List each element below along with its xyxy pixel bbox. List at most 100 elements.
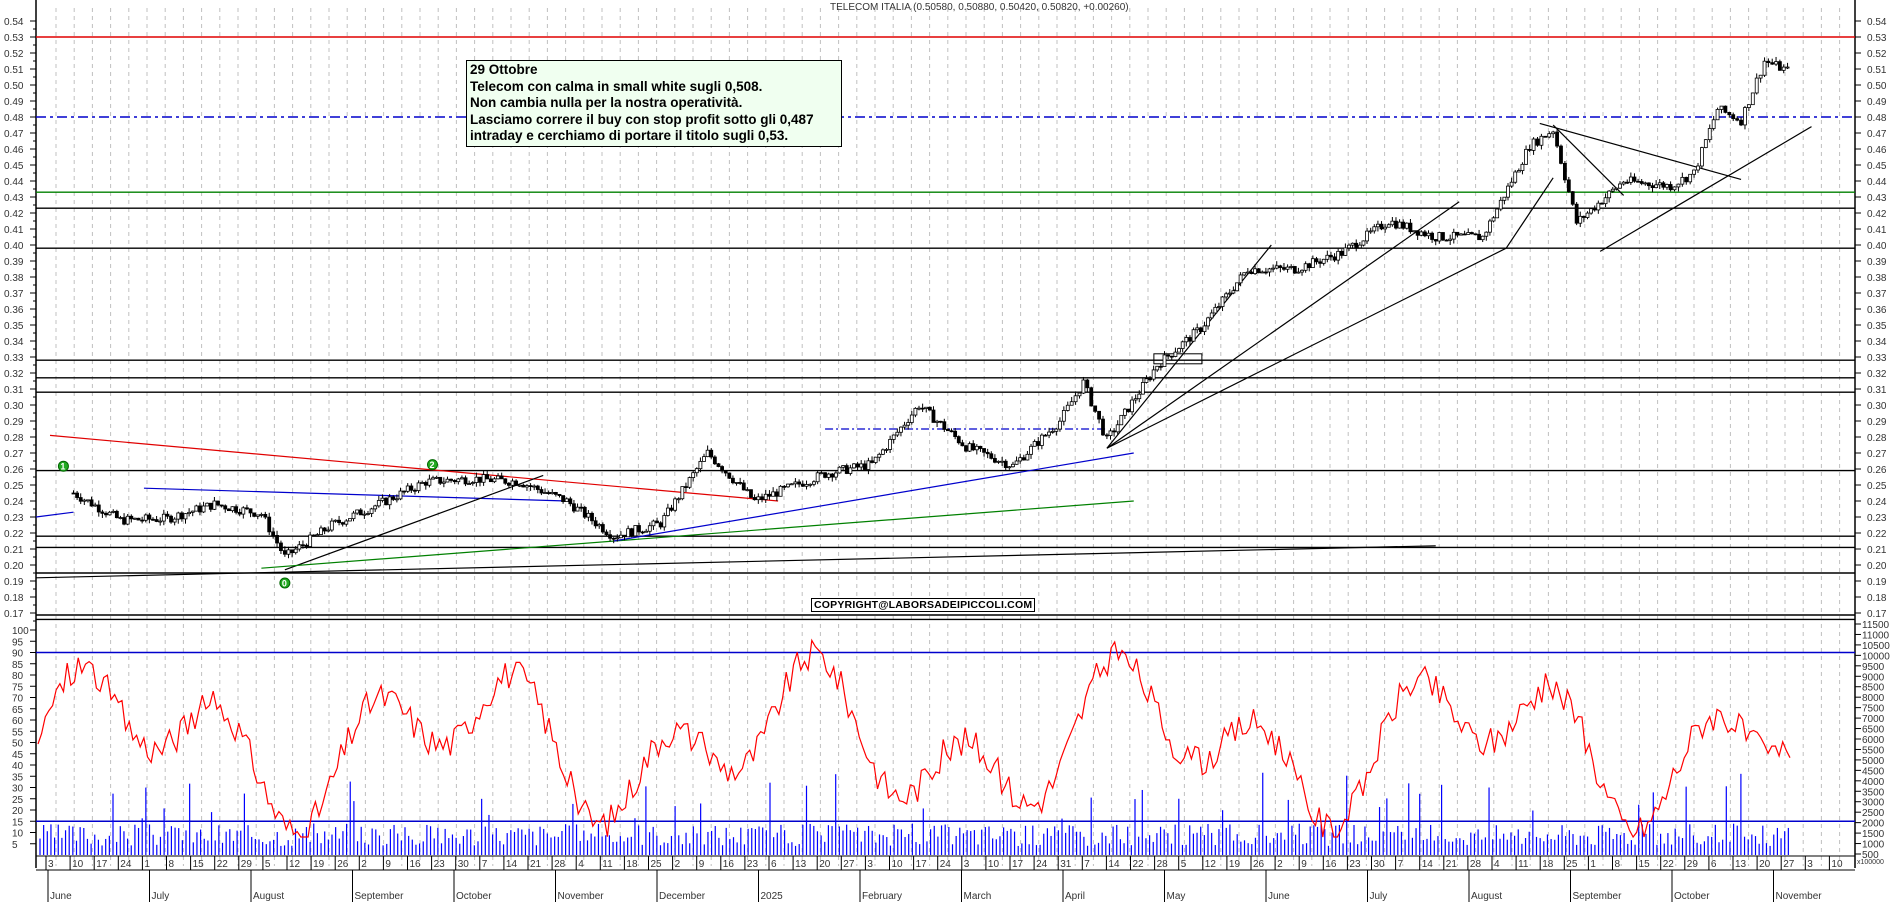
svg-text:2: 2 <box>361 859 367 870</box>
svg-text:x100000: x100000 <box>1857 859 1884 866</box>
svg-text:0.26: 0.26 <box>4 465 24 476</box>
svg-text:0.44: 0.44 <box>4 177 24 188</box>
svg-text:0.23: 0.23 <box>1867 513 1887 524</box>
svg-text:24: 24 <box>1036 859 1048 870</box>
svg-text:0.17: 0.17 <box>1867 609 1887 620</box>
svg-text:27: 27 <box>843 859 855 870</box>
svg-text:0.34: 0.34 <box>1867 337 1887 348</box>
svg-text:10: 10 <box>12 829 24 840</box>
svg-text:28: 28 <box>554 859 566 870</box>
svg-text:16: 16 <box>1325 859 1337 870</box>
svg-text:0.29: 0.29 <box>4 417 24 428</box>
svg-text:0.24: 0.24 <box>4 497 24 508</box>
svg-text:0.21: 0.21 <box>1867 545 1887 556</box>
svg-text:25: 25 <box>12 795 24 806</box>
svg-text:0.36: 0.36 <box>1867 305 1887 316</box>
svg-text:9: 9 <box>385 859 391 870</box>
svg-text:0.45: 0.45 <box>1867 161 1887 172</box>
svg-text:5: 5 <box>1181 859 1187 870</box>
svg-text:30: 30 <box>1374 859 1386 870</box>
svg-text:100: 100 <box>12 626 29 637</box>
svg-text:0.30: 0.30 <box>1867 401 1887 412</box>
svg-text:13: 13 <box>1735 859 1747 870</box>
svg-text:3500: 3500 <box>1862 787 1885 798</box>
svg-text:0.49: 0.49 <box>1867 97 1887 108</box>
svg-text:August: August <box>1471 891 1502 902</box>
svg-text:11000: 11000 <box>1862 630 1890 641</box>
svg-text:75: 75 <box>12 682 24 693</box>
svg-text:70: 70 <box>12 694 24 705</box>
svg-text:23: 23 <box>1349 859 1361 870</box>
svg-text:2: 2 <box>675 859 681 870</box>
svg-text:21: 21 <box>1446 859 1458 870</box>
svg-text:0.43: 0.43 <box>4 193 24 204</box>
svg-text:24: 24 <box>120 859 132 870</box>
svg-text:0.40: 0.40 <box>4 241 24 252</box>
svg-text:0.46: 0.46 <box>1867 145 1887 156</box>
svg-text:October: October <box>456 891 492 902</box>
annotation-line: 29 Ottobre <box>470 62 538 77</box>
svg-text:0.27: 0.27 <box>4 449 24 460</box>
svg-text:0.23: 0.23 <box>4 513 24 524</box>
svg-text:0.27: 0.27 <box>1867 449 1887 460</box>
svg-text:10: 10 <box>892 859 904 870</box>
svg-text:May: May <box>1167 891 1186 902</box>
svg-text:December: December <box>659 891 706 902</box>
svg-text:July: July <box>1370 891 1388 902</box>
svg-text:27: 27 <box>1783 859 1795 870</box>
svg-text:0.19: 0.19 <box>1867 577 1887 588</box>
svg-text:6000: 6000 <box>1862 735 1885 746</box>
svg-text:0.28: 0.28 <box>1867 433 1887 444</box>
svg-text:0.49: 0.49 <box>4 97 24 108</box>
svg-text:0.38: 0.38 <box>4 273 24 284</box>
svg-text:6: 6 <box>771 859 777 870</box>
copyright-label: COPYRIGHT@LABORSADEIPICCOLI.COM <box>811 598 1036 612</box>
svg-text:2: 2 <box>430 460 435 470</box>
svg-text:80: 80 <box>12 671 24 682</box>
svg-text:0: 0 <box>282 579 287 589</box>
svg-text:October: October <box>1674 891 1710 902</box>
svg-text:4500: 4500 <box>1862 766 1885 777</box>
svg-text:0.18: 0.18 <box>1867 593 1887 604</box>
svg-text:June: June <box>50 891 72 902</box>
svg-text:7: 7 <box>482 859 488 870</box>
svg-text:8000: 8000 <box>1862 693 1885 704</box>
svg-text:29: 29 <box>1687 859 1699 870</box>
svg-text:1: 1 <box>60 462 65 472</box>
svg-text:4: 4 <box>578 859 584 870</box>
svg-text:22: 22 <box>1133 859 1145 870</box>
svg-text:0.37: 0.37 <box>1867 289 1887 300</box>
svg-text:20: 20 <box>12 806 24 817</box>
svg-text:0.40: 0.40 <box>1867 241 1887 252</box>
svg-text:26: 26 <box>337 859 349 870</box>
svg-text:0.26: 0.26 <box>1867 465 1887 476</box>
svg-text:3: 3 <box>1807 859 1813 870</box>
svg-text:50: 50 <box>12 739 24 750</box>
svg-text:0.25: 0.25 <box>1867 481 1887 492</box>
svg-text:November: November <box>1776 891 1823 902</box>
svg-text:22: 22 <box>217 859 229 870</box>
svg-text:2: 2 <box>1277 859 1283 870</box>
svg-text:1: 1 <box>1590 859 1596 870</box>
svg-text:8: 8 <box>1615 859 1621 870</box>
svg-text:5500: 5500 <box>1862 745 1885 756</box>
svg-text:0.47: 0.47 <box>4 129 24 140</box>
svg-text:0.32: 0.32 <box>4 369 24 380</box>
svg-text:0.48: 0.48 <box>4 113 24 124</box>
svg-text:21: 21 <box>530 859 542 870</box>
svg-text:7500: 7500 <box>1862 704 1885 715</box>
svg-text:17: 17 <box>1012 859 1024 870</box>
svg-text:3: 3 <box>867 859 873 870</box>
svg-text:10: 10 <box>72 859 84 870</box>
svg-text:8: 8 <box>169 859 175 870</box>
svg-text:95: 95 <box>12 637 24 648</box>
svg-text:17: 17 <box>96 859 108 870</box>
svg-text:19: 19 <box>1229 859 1241 870</box>
svg-text:14: 14 <box>1108 859 1120 870</box>
svg-text:0.38: 0.38 <box>1867 273 1887 284</box>
svg-text:July: July <box>152 891 170 902</box>
svg-text:0.52: 0.52 <box>4 49 24 60</box>
svg-text:12: 12 <box>289 859 301 870</box>
svg-text:12: 12 <box>1205 859 1217 870</box>
